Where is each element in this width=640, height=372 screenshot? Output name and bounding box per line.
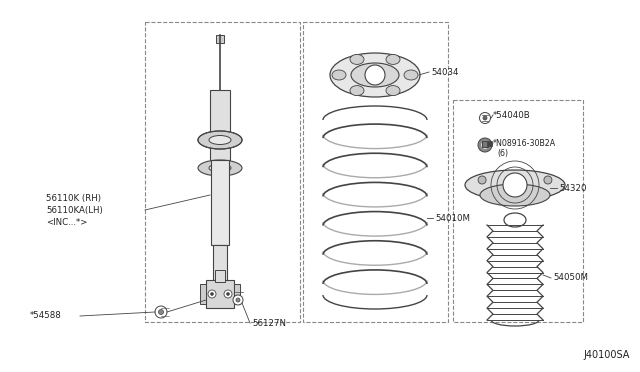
Text: *54040B: *54040B: [493, 110, 531, 119]
Bar: [482, 141, 488, 147]
Text: 56110K (RH): 56110K (RH): [46, 193, 101, 202]
Ellipse shape: [480, 184, 550, 206]
Text: <INC...*>: <INC...*>: [46, 218, 88, 227]
Ellipse shape: [209, 135, 231, 144]
Text: 54034: 54034: [431, 67, 458, 77]
Bar: [215, 270, 225, 282]
Bar: [210, 90, 230, 160]
Text: 54010M: 54010M: [435, 214, 470, 222]
Text: 56110KA(LH): 56110KA(LH): [46, 205, 103, 215]
Ellipse shape: [209, 164, 231, 172]
Ellipse shape: [198, 160, 242, 176]
Circle shape: [478, 138, 492, 152]
Ellipse shape: [350, 54, 364, 64]
Circle shape: [544, 176, 552, 184]
Circle shape: [211, 292, 214, 295]
Ellipse shape: [404, 70, 418, 80]
Ellipse shape: [332, 70, 346, 80]
Circle shape: [479, 112, 490, 124]
Bar: [213, 245, 227, 280]
Ellipse shape: [350, 86, 364, 96]
Bar: [303, 22, 448, 322]
Circle shape: [481, 141, 488, 148]
Bar: [145, 22, 300, 322]
Circle shape: [233, 295, 243, 305]
Text: J40100SA: J40100SA: [584, 350, 630, 360]
Bar: [216, 35, 224, 43]
Circle shape: [483, 116, 487, 120]
Text: (6): (6): [497, 148, 508, 157]
Bar: [200, 284, 206, 304]
Bar: [206, 280, 234, 308]
Ellipse shape: [198, 131, 242, 149]
Circle shape: [159, 310, 163, 314]
Text: *54588: *54588: [30, 311, 61, 321]
Circle shape: [365, 65, 385, 85]
Bar: [487, 141, 492, 146]
Ellipse shape: [386, 86, 400, 96]
Circle shape: [478, 176, 486, 184]
Ellipse shape: [465, 170, 565, 200]
Circle shape: [155, 306, 167, 318]
Bar: [453, 100, 583, 322]
Circle shape: [503, 173, 527, 197]
Circle shape: [224, 290, 232, 298]
Circle shape: [208, 290, 216, 298]
Ellipse shape: [386, 54, 400, 64]
Text: 54320: 54320: [559, 183, 586, 192]
Ellipse shape: [351, 63, 399, 87]
Bar: [234, 284, 240, 304]
Circle shape: [227, 292, 230, 295]
Circle shape: [236, 298, 240, 302]
Ellipse shape: [330, 53, 420, 97]
Text: *N08916-30B2A: *N08916-30B2A: [493, 138, 556, 148]
Text: 54050M: 54050M: [553, 273, 588, 282]
Text: 56127N: 56127N: [252, 318, 286, 327]
Bar: [211, 160, 229, 245]
